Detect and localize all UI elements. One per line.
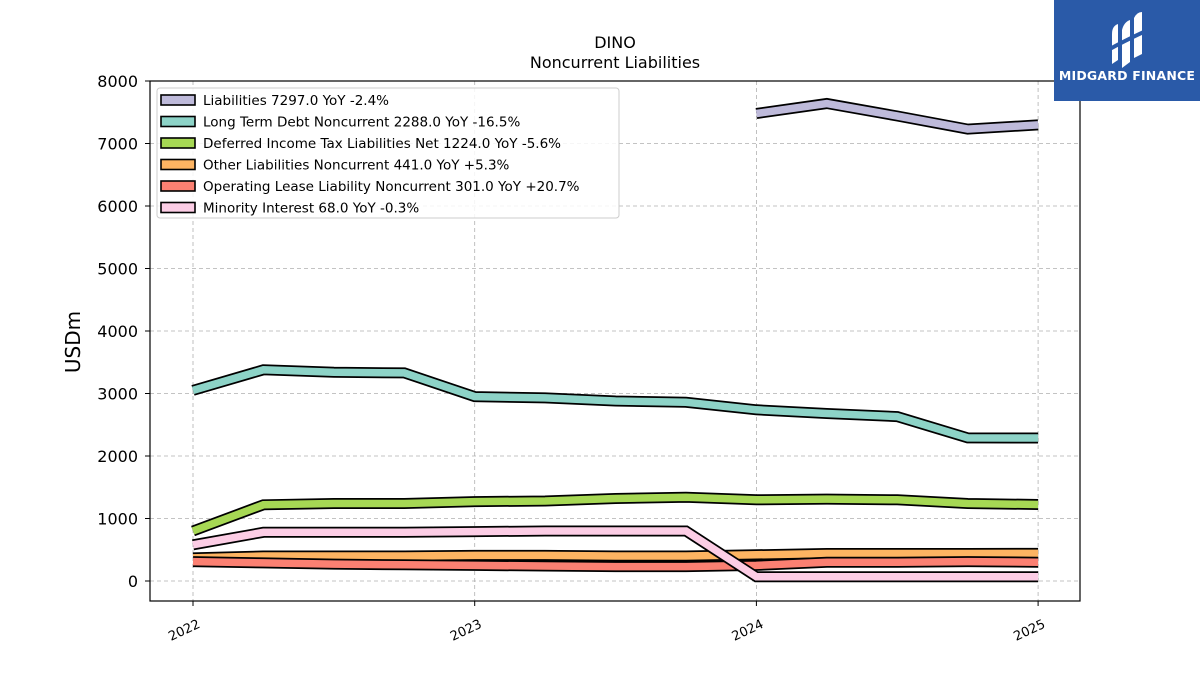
y-tick-label: 8000 bbox=[97, 72, 138, 91]
series-line bbox=[192, 549, 1039, 562]
legend-swatch bbox=[160, 94, 196, 106]
series-3 bbox=[192, 547, 1039, 564]
y-tick-label: 5000 bbox=[97, 260, 138, 279]
chart-subtitle: Noncurrent Liabilities bbox=[530, 53, 700, 72]
y-axis-ticks: 0 1000 2000 3000 4000 5000 6000 7000 8000 bbox=[97, 72, 150, 591]
legend-swatch bbox=[160, 201, 196, 214]
legend-label: Long Term Debt Noncurrent 2288.0 YoY -16… bbox=[203, 115, 520, 131]
legend-label: Operating Lease Liability Noncurrent 301… bbox=[203, 179, 580, 195]
legend-label: Deferred Income Tax Liabilities Net 1224… bbox=[203, 136, 561, 152]
y-tick-label: 7000 bbox=[97, 135, 138, 154]
legend-swatch bbox=[160, 137, 196, 149]
series-line bbox=[755, 99, 1039, 133]
legend: Liabilities 7297.0 YoY -2.4% Long Term De… bbox=[156, 87, 620, 219]
series-line bbox=[191, 366, 1039, 442]
legend-swatch bbox=[160, 115, 196, 128]
series-line bbox=[192, 527, 1039, 581]
y-tick-label: 0 bbox=[128, 572, 138, 591]
x-tick-label: 2022 bbox=[166, 617, 202, 645]
x-tick-label: 2025 bbox=[1011, 617, 1047, 645]
series-4 bbox=[192, 556, 1039, 573]
legend-swatch bbox=[160, 158, 196, 171]
legend-swatch bbox=[160, 180, 196, 192]
series-layer bbox=[191, 97, 1039, 583]
series-2 bbox=[191, 491, 1039, 537]
y-axis-label: USDm bbox=[61, 311, 85, 373]
x-tick-label: 2024 bbox=[730, 617, 766, 645]
x-axis-ticks: 2022 2023 2024 2025 bbox=[166, 601, 1048, 645]
y-tick-label: 1000 bbox=[97, 510, 138, 529]
y-tick-label: 3000 bbox=[97, 385, 138, 404]
midgard-logo-icon bbox=[1107, 12, 1149, 68]
series-0 bbox=[755, 97, 1039, 135]
series-line bbox=[192, 557, 1039, 571]
y-tick-label: 4000 bbox=[97, 322, 138, 341]
series-5 bbox=[192, 525, 1039, 583]
chart-title: DINO bbox=[594, 33, 636, 52]
y-tick-label: 2000 bbox=[97, 447, 138, 466]
brand-name: MIDGARD FINANCE bbox=[1058, 68, 1196, 83]
y-tick-label: 6000 bbox=[97, 197, 138, 216]
legend-label: Minority Interest 68.0 YoY -0.3% bbox=[203, 201, 419, 217]
plot-frame bbox=[149, 80, 1081, 602]
legend-label: Other Liabilities Noncurrent 441.0 YoY +… bbox=[203, 158, 510, 174]
brand-logo: MIDGARD FINANCE bbox=[1054, 0, 1200, 101]
series-1 bbox=[191, 364, 1039, 444]
legend-box bbox=[156, 87, 620, 219]
legend-label: Liabilities 7297.0 YoY -2.4% bbox=[203, 93, 389, 109]
x-tick-label: 2023 bbox=[448, 617, 484, 645]
series-line bbox=[191, 493, 1039, 535]
